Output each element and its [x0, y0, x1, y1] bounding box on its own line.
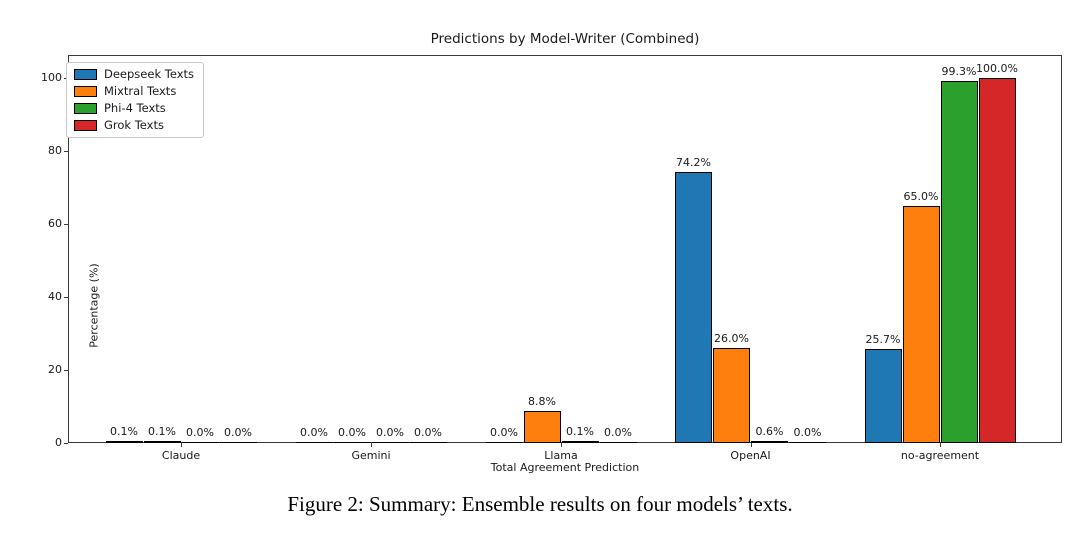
chart-title: Predictions by Model-Writer (Combined) [430, 31, 700, 47]
x-tick-mark [561, 443, 562, 447]
bar-value-label: 0.1% [110, 425, 138, 438]
bar-value-label: 0.6% [755, 424, 784, 438]
y-tick-label: 40 [48, 290, 62, 303]
bar-value-label: 8.8% [528, 394, 556, 408]
legend: Deepseek Texts Mixtral Texts Phi-4 Texts Gr… [66, 62, 205, 138]
y-axis-label: Percentage (%) [87, 263, 101, 348]
bar-mixtral-texts-Llama [523, 410, 561, 443]
bar-value-label: 0.1% [566, 425, 594, 438]
bar-mixtral-texts-no-agreement [902, 205, 940, 443]
bar-deepseek-texts-no-agreement [864, 349, 902, 443]
bar-value-label: 0.0% [604, 426, 632, 439]
bar-value-label: 0.0% [490, 426, 518, 439]
bar-value-label: 0.0% [376, 426, 404, 439]
x-axis-label: Total Agreement Prediction [490, 461, 640, 474]
legend-color-swatch [74, 103, 97, 114]
bar-phi-4-texts-OpenAI [751, 440, 788, 443]
legend-color-swatch [74, 86, 97, 97]
x-tick-label-Claude: Claude [161, 449, 201, 462]
bar-value-label: 100.0% [976, 62, 1018, 75]
bar-mixtral-texts-OpenAI [713, 348, 750, 443]
bar-value-label: 99.3% [941, 64, 977, 78]
bar-phi-4-texts-Llama [561, 441, 599, 443]
legend-label: Mixtral Texts [104, 84, 177, 98]
bar-value-label: 0.1% [148, 425, 176, 438]
bar-deepseek-texts-Gemini [295, 442, 333, 443]
bar-mixtral-texts-Gemini [333, 442, 371, 443]
legend-entry: Grok Texts [74, 119, 194, 132]
x-tick-label-OpenAI: OpenAI [730, 449, 771, 462]
bar-value-label: 74.2% [676, 156, 711, 170]
y-tick-label: 20 [48, 363, 62, 376]
legend-label: Grok Texts [104, 118, 164, 132]
bar-value-label: 26.0% [714, 332, 749, 346]
bar-deepseek-texts-Claude [105, 441, 143, 443]
y-tick-label: 60 [48, 217, 62, 230]
bar-grok-texts-Llama [599, 442, 637, 443]
bar-value-label: 0.0% [793, 426, 822, 439]
x-tick-mark [181, 443, 182, 447]
bar-phi-4-texts-Claude [181, 442, 219, 443]
x-tick-label-Gemini: Gemini [351, 449, 391, 462]
bar-grok-texts-OpenAI [789, 442, 826, 443]
bar-mixtral-texts-Claude [143, 441, 181, 443]
y-tick-label: 80 [48, 144, 62, 157]
bar-value-label: 0.0% [186, 426, 214, 439]
x-tick-label-no-agreement: no-agreement [900, 449, 980, 462]
legend-label: Phi-4 Texts [104, 101, 166, 115]
legend-color-swatch [74, 69, 97, 80]
y-tick-mark [64, 370, 68, 371]
x-tick-mark [750, 443, 752, 447]
legend-entry: Deepseek Texts [74, 68, 194, 81]
y-tick-mark [64, 151, 68, 152]
legend-color-swatch [74, 120, 97, 131]
bar-value-label: 65.0% [903, 189, 939, 203]
bar-grok-texts-Claude [219, 442, 257, 443]
x-tick-mark [371, 443, 372, 447]
y-tick-mark [64, 297, 68, 298]
y-tick-label: 0 [55, 436, 62, 449]
bar-value-label: 0.0% [300, 426, 328, 439]
bar-value-label: 0.0% [224, 426, 252, 439]
y-tick-label: 100 [41, 71, 62, 84]
bar-value-label: 0.0% [338, 426, 366, 439]
bar-phi-4-texts-no-agreement [940, 80, 978, 443]
bar-deepseek-texts-OpenAI [675, 172, 712, 443]
bar-value-label: 25.7% [865, 333, 901, 347]
y-tick-mark [64, 443, 68, 444]
figure-caption: Figure 2: Summary: Ensemble results on f… [287, 492, 793, 516]
bar-grok-texts-Gemini [409, 442, 447, 443]
legend-entry: Phi-4 Texts [74, 102, 194, 115]
bar-value-label: 0.0% [414, 426, 442, 439]
y-tick-mark [64, 224, 68, 225]
bar-phi-4-texts-Gemini [371, 442, 409, 443]
bar-grok-texts-no-agreement [978, 78, 1016, 443]
legend-label: Deepseek Texts [104, 67, 195, 81]
x-tick-label-Llama: Llama [544, 449, 578, 462]
bar-deepseek-texts-Llama [485, 442, 523, 443]
legend-entry: Mixtral Texts [74, 85, 194, 98]
x-tick-mark [940, 443, 941, 447]
